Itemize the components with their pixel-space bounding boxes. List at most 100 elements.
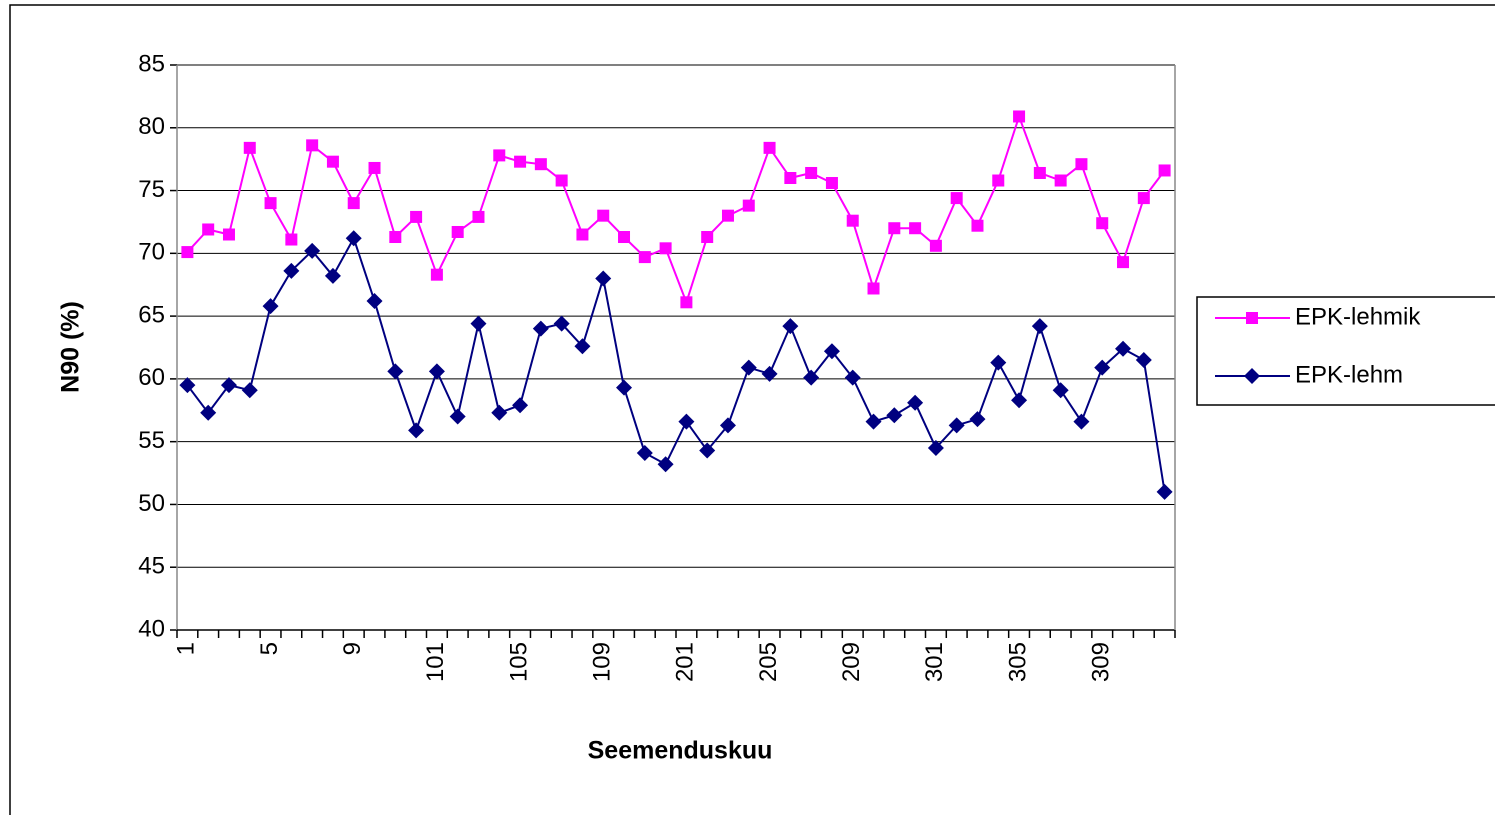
point (990, 354, 1007, 371)
point (763, 141, 776, 154)
point (929, 239, 942, 252)
point (1137, 192, 1150, 205)
point (366, 293, 383, 310)
point (1115, 340, 1132, 357)
point (927, 439, 944, 456)
point (449, 408, 466, 425)
point (950, 192, 963, 205)
point (1033, 166, 1046, 179)
point (699, 442, 716, 459)
point (181, 246, 194, 259)
point (534, 158, 547, 171)
point (179, 377, 196, 394)
x-tick-label: 5 (256, 642, 283, 655)
point (555, 174, 568, 187)
point (636, 444, 653, 461)
point (472, 210, 485, 223)
x-tick-label: 109 (589, 642, 616, 682)
point (202, 223, 215, 236)
point (368, 161, 381, 174)
point (948, 417, 965, 434)
y-tick-label: 70 (138, 239, 165, 266)
x-tick-label: 301 (921, 642, 948, 682)
point (888, 222, 901, 235)
point (408, 422, 425, 439)
point (1158, 164, 1171, 177)
point (823, 343, 840, 360)
y-axis-label: N90 (%) (57, 301, 85, 393)
point (1013, 110, 1026, 123)
point (678, 413, 695, 430)
point (200, 404, 217, 421)
point (825, 177, 838, 190)
x-tick-label: 205 (755, 642, 782, 682)
point (761, 365, 778, 382)
point (867, 282, 880, 295)
y-tick-label: 40 (138, 615, 165, 642)
point (430, 268, 443, 281)
point (701, 231, 714, 244)
x-tick-label: 305 (1004, 642, 1031, 682)
point (1117, 256, 1130, 269)
point (1073, 413, 1090, 430)
point (886, 407, 903, 424)
x-tick-label: 1 (173, 642, 200, 655)
point (721, 209, 734, 222)
point (264, 197, 277, 210)
point (285, 233, 298, 246)
point (992, 174, 1005, 187)
point (659, 242, 672, 255)
chart-border (9, 4, 1495, 815)
point (451, 225, 464, 238)
point (306, 139, 319, 152)
point (865, 413, 882, 430)
x-tick-label: 209 (838, 642, 865, 682)
point (969, 411, 986, 428)
point (347, 197, 360, 210)
point (514, 155, 527, 168)
y-tick-label: 50 (138, 490, 165, 517)
point (243, 141, 256, 154)
point (782, 318, 799, 335)
y-tick-label: 55 (138, 427, 165, 454)
point (532, 320, 549, 337)
series-line (186, 113, 1166, 306)
point (574, 338, 591, 355)
point (680, 296, 693, 309)
point (1054, 174, 1067, 187)
point (805, 166, 818, 179)
point (241, 382, 258, 399)
point (1075, 158, 1088, 171)
point (595, 270, 612, 287)
point (1031, 318, 1048, 335)
point (1156, 483, 1173, 500)
point (597, 209, 610, 222)
point (553, 315, 570, 332)
point (491, 404, 508, 421)
point (909, 222, 922, 235)
x-axis-label: Seemenduskuu (588, 737, 773, 765)
x-tick-label: 101 (422, 642, 449, 682)
point (262, 298, 279, 315)
point (907, 394, 924, 411)
point (1096, 217, 1109, 230)
point (512, 397, 529, 414)
point (971, 219, 984, 232)
legend-marker (1246, 312, 1258, 324)
y-tick-label: 45 (138, 553, 165, 580)
point (326, 155, 339, 168)
legend-marker (1244, 368, 1260, 384)
point (616, 379, 633, 396)
point (803, 369, 820, 386)
point (1135, 352, 1152, 369)
x-tick-label: 105 (505, 642, 532, 682)
point (657, 456, 674, 473)
point (1011, 392, 1028, 409)
x-tick-label: 201 (672, 642, 699, 682)
point (618, 231, 631, 244)
y-tick-label: 75 (138, 176, 165, 203)
point (387, 363, 404, 380)
x-tick-label: 309 (1088, 642, 1115, 682)
point (784, 172, 797, 184)
